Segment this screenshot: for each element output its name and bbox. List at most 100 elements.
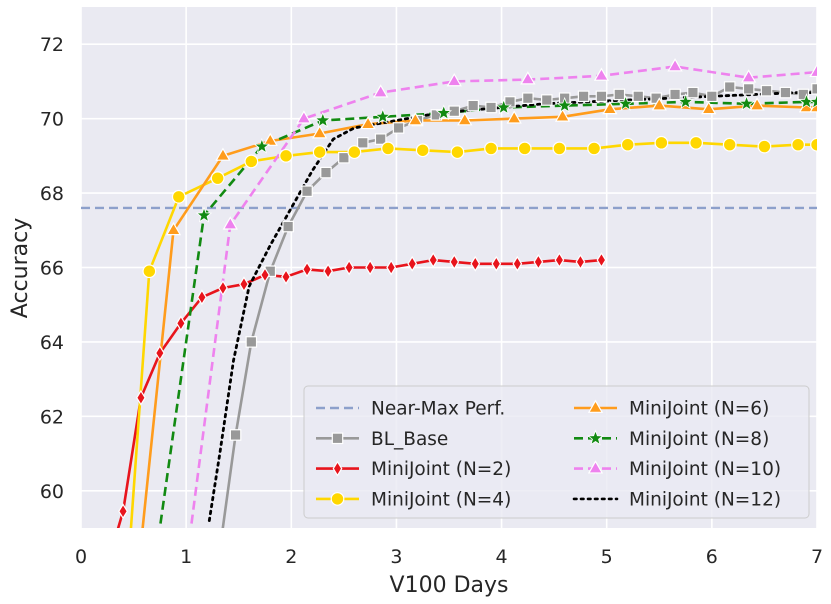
x-tick-label: 3 xyxy=(390,546,402,568)
x-tick-label: 2 xyxy=(285,546,297,568)
minijoint-n-2-point xyxy=(136,389,146,406)
minijoint-n-4-point xyxy=(517,141,532,156)
bl-base-point xyxy=(282,220,294,233)
minijoint-n-4-point xyxy=(791,137,805,152)
minijoint-n-4-point xyxy=(722,137,737,152)
bl-base-point xyxy=(540,94,553,106)
minijoint-n-2-point xyxy=(470,255,481,272)
legend-minijoint-n-6-label: MiniJoint (N=6) xyxy=(629,399,769,420)
minijoint-n-6-point xyxy=(506,110,522,124)
minijoint-n-6-point xyxy=(360,115,376,130)
minijoint-n-10-line xyxy=(189,65,817,528)
minijoint-n-2-point xyxy=(491,255,502,272)
bl-base-point xyxy=(338,151,350,164)
bl-base-point xyxy=(742,83,755,95)
minijoint-n-6-line xyxy=(141,104,817,528)
minijoint-n-4-point xyxy=(757,139,772,154)
legend-minijoint-n-2-label: MiniJoint (N=2) xyxy=(371,459,511,480)
bl-base-point xyxy=(301,185,313,198)
minijoint-n-4-point xyxy=(552,141,567,156)
minijoint-n-8-point xyxy=(808,93,817,109)
minijoint-n-4-point xyxy=(122,559,135,572)
minijoint-n-2-point xyxy=(512,255,523,272)
bl-base-point xyxy=(485,101,497,114)
minijoint-n-2-point xyxy=(323,263,333,280)
minijoint-n-4-point xyxy=(689,135,703,150)
minijoint-n-8-point xyxy=(617,95,634,111)
minijoint-n-6-point xyxy=(312,125,328,139)
minijoint-n-8-point xyxy=(314,111,332,128)
x-tick-label: 5 xyxy=(601,546,613,568)
minijoint-n-10-point xyxy=(667,58,683,72)
minijoint-n-6-point xyxy=(602,100,618,115)
minijoint-n-2-point xyxy=(154,345,165,362)
bl-base-point xyxy=(613,88,626,101)
minijoint-n-8-point xyxy=(374,108,392,124)
minijoint-n-10-point xyxy=(520,71,536,85)
bl-base-point xyxy=(245,336,258,348)
minijoint-n-4-point xyxy=(415,143,430,158)
minijoint-n-10-point xyxy=(740,69,757,83)
minijoint-n-4-point xyxy=(484,141,498,156)
y-tick-label: 62 xyxy=(40,406,64,428)
minijoint-n-10-point xyxy=(222,216,238,230)
y-tick-label: 72 xyxy=(40,34,64,56)
minijoint-n-4-point xyxy=(279,148,293,163)
minijoint-n-6-point xyxy=(651,97,667,111)
minijoint-n-8-point xyxy=(495,98,512,115)
legend-near-max-perf-label: Near-Max Perf. xyxy=(371,399,505,420)
minijoint-n-2-point xyxy=(407,255,418,272)
x-tick-label: 7 xyxy=(811,546,823,568)
minijoint-n-6-point xyxy=(457,112,473,126)
y-tick-label: 64 xyxy=(40,332,64,354)
legend-minijoint-n-12-label: MiniJoint (N=12) xyxy=(629,489,781,510)
minijoint-n-8-point xyxy=(677,93,694,109)
minijoint-n-4-point xyxy=(587,141,601,156)
bl-base-line xyxy=(221,85,817,528)
legend-bl-base-marker xyxy=(331,432,344,445)
minijoint-n-6-point xyxy=(132,558,145,570)
legend: Near-Max Perf. BL_Base MiniJoint (N=2) Mini… xyxy=(303,385,810,519)
legend-minijoint-n-4-marker xyxy=(330,492,345,506)
bl-base-point xyxy=(467,99,479,112)
minijoint-n-2-point xyxy=(218,280,228,296)
minijoint-n-4-point xyxy=(210,171,225,186)
minijoint-n-10-point xyxy=(446,73,462,87)
minijoint-n-10-point xyxy=(593,67,610,81)
x-tick-label: 6 xyxy=(706,546,718,568)
minijoint-n-2-point xyxy=(197,289,207,306)
legend-minijoint-n-10-label: MiniJoint (N=10) xyxy=(629,459,781,480)
y-tick-label: 68 xyxy=(40,183,64,205)
minijoint-n-2-point xyxy=(575,253,586,270)
minijoint-n-2-point xyxy=(596,252,607,268)
bl-base-point xyxy=(356,137,369,149)
minijoint-n-6-point xyxy=(407,112,424,126)
minijoint-n-4-point xyxy=(381,141,395,156)
minijoint-n-8-point xyxy=(253,137,271,154)
minijoint-n-4-point xyxy=(654,135,669,150)
legend-bl-base-label: BL_Base xyxy=(371,429,448,450)
minijoint-n-8-point xyxy=(556,96,573,113)
bl-base-point xyxy=(392,122,405,134)
x-axis-label: V100 Days xyxy=(390,573,509,598)
minijoint-n-8-point xyxy=(195,206,213,223)
minijoint-n-4-point xyxy=(347,145,362,160)
y-tick-label: 70 xyxy=(40,109,64,131)
minijoint-n-6-point xyxy=(554,108,571,122)
minijoint-n-10-point xyxy=(809,63,817,78)
minijoint-n-4-line xyxy=(129,141,817,528)
legend-minijoint-n-4-label: MiniJoint (N=4) xyxy=(371,489,511,510)
bl-base-point xyxy=(811,83,817,95)
minijoint-n-2-point xyxy=(554,252,565,268)
legend-box xyxy=(303,385,810,519)
minijoint-n-6-point xyxy=(262,132,278,146)
y-axis-label: Accuracy xyxy=(8,218,33,318)
legend-minijoint-n-2-marker xyxy=(332,460,343,477)
minijoint-n-2-point xyxy=(103,558,111,572)
bl-base-point xyxy=(687,86,699,99)
minijoint-n-4-point xyxy=(171,189,186,204)
bl-base-point xyxy=(577,90,590,103)
bl-base-point xyxy=(632,90,645,103)
series-markers xyxy=(103,58,817,572)
